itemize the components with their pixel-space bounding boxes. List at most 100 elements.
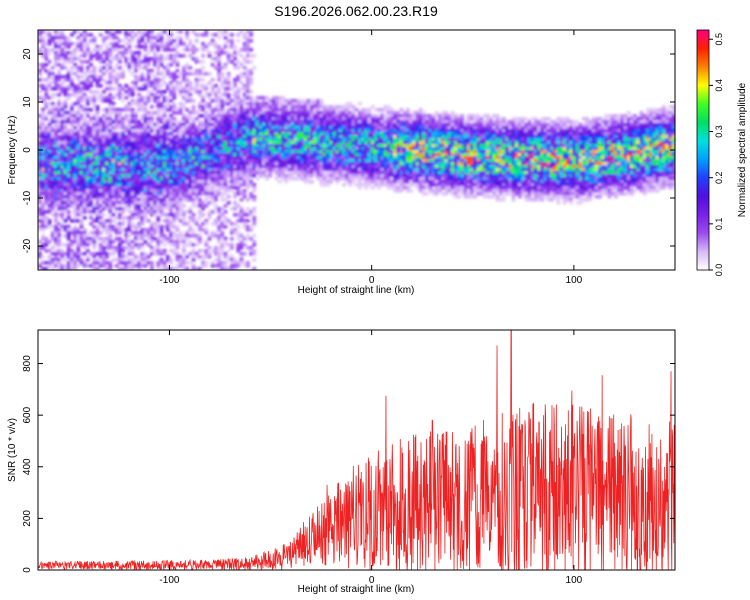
heatmap-cell	[220, 72, 225, 76]
heatmap-cell	[319, 183, 324, 187]
heatmap-cell	[47, 123, 52, 127]
heatmap-cell	[79, 231, 84, 235]
heatmap-cell	[220, 222, 225, 226]
heatmap-cell	[284, 120, 289, 124]
heatmap-cell	[89, 81, 93, 85]
heatmap-cell	[175, 75, 180, 79]
heatmap-cell	[118, 216, 122, 220]
heatmap-cell	[114, 207, 119, 211]
heatmap-cell	[150, 168, 154, 172]
heatmap-cell	[146, 198, 151, 202]
heatmap-cell	[89, 51, 93, 55]
heatmap-cell	[345, 129, 349, 133]
heatmap-cell	[236, 66, 241, 70]
heatmap-cell	[82, 237, 87, 241]
heatmap-cell	[38, 63, 42, 67]
heatmap-cell	[114, 42, 119, 46]
heatmap-cell	[111, 132, 116, 136]
heatmap-cell	[44, 93, 49, 97]
heatmap-cell	[303, 102, 308, 106]
heatmap-cell	[348, 168, 353, 172]
heatmap-cell	[66, 69, 71, 73]
heatmap-cell	[220, 252, 225, 256]
heatmap-cell	[66, 252, 71, 256]
heatmap-cell	[188, 96, 193, 100]
heatmap-cell	[172, 249, 177, 253]
heatmap-cell	[271, 150, 276, 154]
heatmap-cell	[185, 66, 189, 70]
heatmap-cell	[175, 264, 180, 268]
heatmap-cell	[57, 201, 61, 205]
heatmap-cell	[73, 174, 77, 178]
heatmap-cell	[82, 240, 87, 244]
heatmap-cell	[102, 198, 106, 202]
heatmap-cell	[47, 168, 52, 172]
heatmap-cell	[319, 114, 324, 118]
heatmap-cell	[70, 78, 74, 82]
heatmap-cell	[191, 156, 196, 160]
heatmap-cell	[60, 258, 65, 262]
heatmap-cell	[249, 105, 253, 109]
heatmap-cell	[342, 159, 346, 163]
heatmap-cell	[146, 186, 151, 190]
heatmap-cell	[98, 147, 103, 151]
heatmap-cell	[306, 102, 311, 106]
heatmap-cell	[246, 105, 250, 109]
heatmap-cell	[198, 174, 202, 178]
heatmap-cell	[146, 234, 151, 238]
heatmap-cell	[303, 117, 308, 121]
heatmap-cell	[303, 174, 308, 178]
heatmap-cell	[156, 186, 161, 190]
heatmap-cell	[300, 120, 305, 124]
heatmap-cell	[278, 129, 282, 133]
heatmap-cell	[236, 51, 241, 55]
heatmap-cell	[185, 222, 189, 226]
heatmap-cell	[140, 36, 145, 40]
heatmap-cell	[89, 156, 93, 160]
heatmap-cell	[198, 180, 202, 184]
heatmap-cell	[236, 168, 241, 172]
heatmap-cell	[162, 201, 167, 205]
heatmap-cell	[169, 222, 173, 226]
heatmap-cell	[127, 159, 132, 163]
heatmap-cell	[201, 129, 205, 133]
heatmap-cell	[70, 258, 74, 262]
heatmap-cell	[233, 201, 237, 205]
heatmap-cell	[137, 264, 141, 268]
heatmap-cell	[140, 243, 145, 247]
heatmap-cell	[246, 234, 250, 238]
heatmap-cell	[140, 171, 145, 175]
heatmap-cell	[185, 198, 189, 202]
heatmap-cell	[345, 120, 349, 124]
heatmap-cell	[191, 267, 196, 270]
heatmap-cell	[121, 210, 125, 214]
heatmap-cell	[44, 159, 49, 163]
heatmap-cell	[370, 150, 375, 154]
heatmap-cell	[166, 108, 170, 112]
heatmap-cell	[249, 120, 253, 124]
heatmap-cell	[310, 147, 314, 151]
heatmap-cell	[143, 30, 148, 34]
heatmap-cell	[178, 123, 183, 127]
heatmap-cell	[236, 78, 241, 82]
heatmap-cell	[38, 129, 42, 133]
heatmap-cell	[217, 234, 221, 238]
heatmap-cell	[159, 147, 164, 151]
heatmap-cell	[178, 54, 183, 58]
heatmap-cell	[182, 183, 186, 187]
heatmap-cell	[156, 72, 161, 76]
heatmap-cell	[182, 135, 186, 139]
heatmap-cell	[146, 228, 151, 232]
heatmap-cell	[60, 144, 65, 148]
heatmap-cell	[332, 120, 337, 124]
heatmap-cell	[329, 165, 333, 169]
heatmap-cell	[182, 150, 186, 154]
heatmap-cell	[169, 75, 173, 79]
heatmap-cell	[70, 60, 74, 64]
heatmap-cell	[54, 126, 58, 130]
heatmap-cell	[143, 153, 148, 157]
heatmap-cell	[44, 87, 49, 91]
heatmap-cell	[50, 174, 55, 178]
heatmap-cell	[198, 237, 202, 241]
heatmap-cell	[50, 234, 55, 238]
